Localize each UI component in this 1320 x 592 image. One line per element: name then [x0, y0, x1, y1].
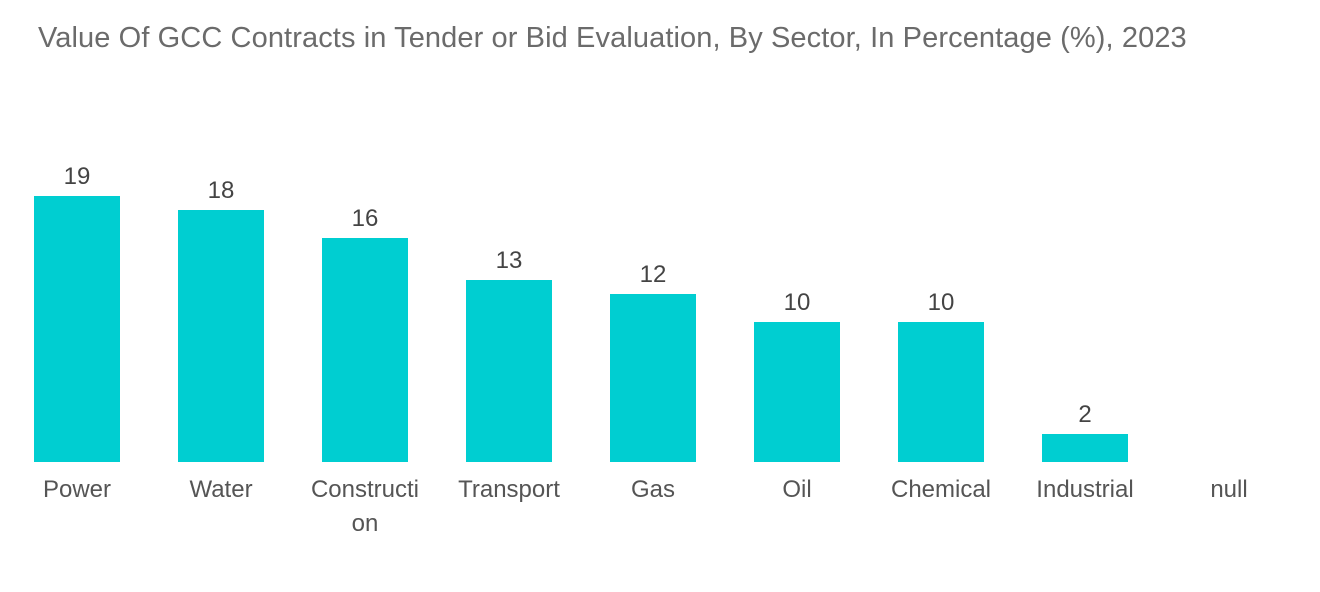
- bar-oil: [754, 322, 840, 462]
- bar-construction: [322, 238, 408, 462]
- tick-label-transport: Transport: [458, 476, 560, 503]
- bar-gas: [610, 294, 696, 462]
- data-label-power: 19: [64, 163, 91, 190]
- data-label-oil: 10: [784, 289, 811, 316]
- data-label-chemical: 10: [928, 289, 955, 316]
- tick-label-water: Water: [189, 476, 252, 503]
- tick-label-power: Power: [43, 476, 111, 503]
- tick-label-oil: Oil: [782, 476, 811, 503]
- tick-label-null: null: [1210, 476, 1247, 503]
- bar-water: [178, 210, 264, 462]
- bar-power: [34, 196, 120, 462]
- chart-title: Value Of GCC Contracts in Tender or Bid …: [38, 22, 1187, 54]
- tick-label-construction: Constructi on: [311, 476, 419, 537]
- data-label-industrial: 2: [1078, 401, 1091, 428]
- data-label-construction: 16: [352, 205, 379, 232]
- data-label-gas: 12: [640, 261, 667, 288]
- data-label-water: 18: [208, 177, 235, 204]
- tick-label-industrial: Industrial: [1036, 476, 1133, 503]
- bar-transport: [466, 280, 552, 462]
- bar-industrial: [1042, 434, 1128, 462]
- tick-label-chemical: Chemical: [891, 476, 991, 503]
- data-label-transport: 13: [496, 247, 523, 274]
- bar-chemical: [898, 322, 984, 462]
- tick-label-gas: Gas: [631, 476, 675, 503]
